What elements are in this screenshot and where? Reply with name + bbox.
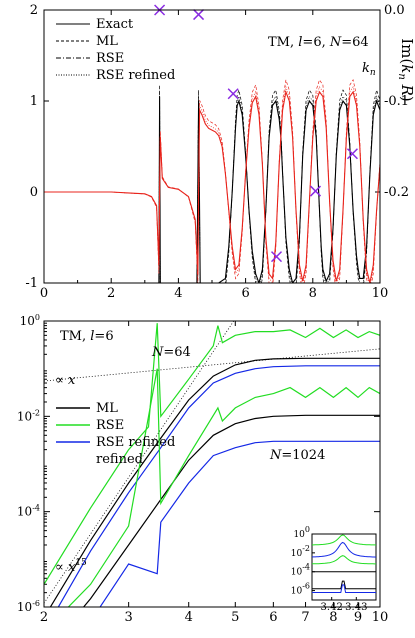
x-tick-label: 2 [107,286,115,301]
inset-y-tick-label: 100 [293,525,310,540]
inset-low-curve [312,580,376,590]
series-rse-N64-line [44,323,380,585]
y-right-tick-label: 0.0 [384,3,405,18]
inset-curve [312,555,376,565]
panel-b-curves [44,321,380,607]
x-tick-label: 8 [309,286,317,301]
series-rse-refined-N64-line [57,365,380,607]
panel-a-annotation: TM, l=6, N=64 [268,35,369,50]
y-tick-label: 2 [30,3,38,18]
x-tick-label: 6 [241,286,249,301]
panel-b-frame [43,320,381,608]
panel-b-propto-x15: ∝ x15 [55,558,87,575]
x-tick-label: 4 [185,610,193,625]
kn-marker [270,251,283,263]
inset-curve [312,534,377,546]
panel-b-n1024: N=1024 [269,448,325,463]
series-im-refined-line [44,85,380,283]
y-tick-label: 10-6 [17,599,40,614]
panel-a-ylabel-right: Im(kn R) [396,38,415,102]
x-tick-label: 3 [125,610,133,625]
legend-b-label-cont: refined [96,452,143,467]
kn-marker [227,88,239,100]
x-tick-label: 10 [372,286,389,301]
panel-b-n64: N=64 [151,345,191,360]
inset-x-tick-label: 3.43 [345,602,367,613]
series-re-approx-line [158,84,380,283]
inset-y-tick-label: 10-4 [291,563,310,578]
x-tick-label: 0 [40,286,48,301]
y-right-tick-label: -0.2 [384,185,409,200]
panel-a-curves [44,79,380,283]
x-tick-label: 6 [269,610,277,625]
y-right-tick-label: -0.1 [384,94,409,109]
kn-marker [309,185,322,197]
series-ml-N64-line [49,357,380,607]
series-re-line [44,96,380,283]
inset-y-tick-label: 10-6 [291,582,310,597]
x-tick-label: 8 [329,610,337,625]
inset-x-tick-label: 3.42 [321,602,343,613]
inset-low-curve [312,584,376,593]
panel-a-frame [43,9,381,284]
x-tick-label: 5 [231,610,239,625]
legend-b-label: ML [96,401,118,416]
x-tick-label: 4 [174,286,182,301]
y-tick-label: 10-4 [17,504,40,519]
panel-a-legend: Exact ML RSE RSE refined [56,17,175,83]
y-tick-label: 1 [30,94,38,109]
y-tick-label: 0 [30,185,38,200]
series-im-line [44,89,380,283]
x-tick-label: 9 [354,610,362,625]
panel-b-legend: ML RSE RSE refined refined [56,401,175,467]
x-tick-label: 2 [40,610,48,625]
legend-a-label: RSE [96,51,124,66]
series-im-approx-line [44,79,380,283]
x-tick-label: 7 [301,610,309,625]
kn-marker [346,148,358,160]
panel-b-annotation: TM, l=6 [60,329,114,344]
panel-b-propto-x: ∝ x [55,373,76,388]
legend-a-label: Exact [96,17,134,32]
y-tick-label: 10-2 [17,408,40,423]
panel-b-plot: 2 3 4 5 6 7 8 9 10 10-6 10-4 10-2 100 [17,313,389,625]
series-ml-N1024-line [82,414,380,607]
legend-a-label: RSE refined [96,68,175,83]
kn-marker [193,9,205,21]
panel-a-kn-label: kn [362,61,376,78]
legend-a-label: ML [96,34,118,49]
inset-curve [311,541,377,558]
inset-y-tick-label: 10-2 [291,544,310,559]
series-rse-refined-N1024-line [99,440,380,607]
y-tick-label: -1 [25,276,38,291]
panel-b-inset: 3.42 3.43 100 10-2 10-4 10-6 [291,525,377,613]
legend-b-label: RSE [96,418,124,433]
y-tick-label: 100 [20,313,40,328]
series-rse-N1024-line [67,368,380,607]
legend-b-label: RSE refined [96,435,175,450]
guide-line-x [44,348,380,382]
x-tick-label: 10 [372,610,389,625]
